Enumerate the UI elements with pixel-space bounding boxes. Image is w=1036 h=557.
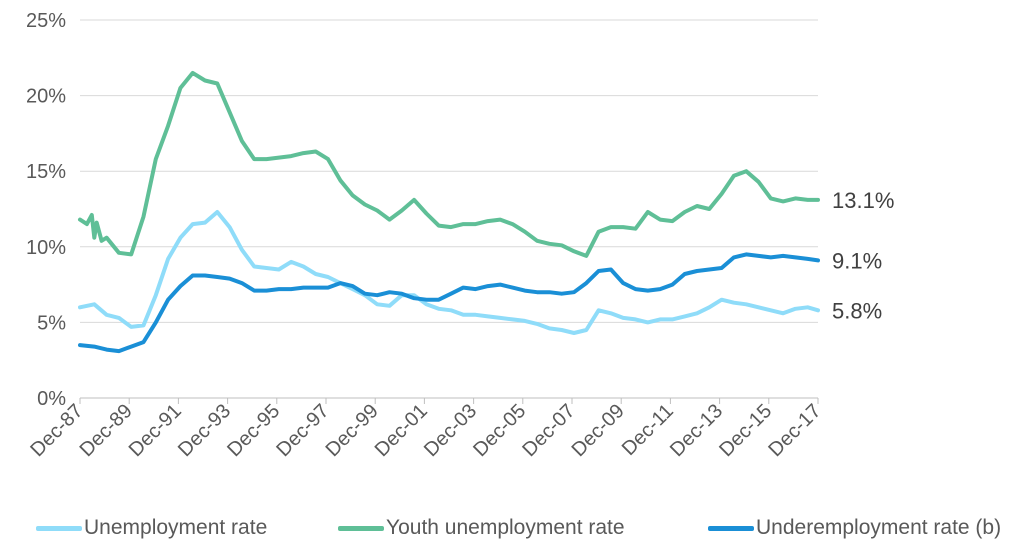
x-tick-label: Dec-15 [715, 400, 776, 461]
line-chart: 0% 5% 10% 15% 20% 25% Dec-87Dec-89Dec-91Dec-9… [26, 10, 894, 461]
end-labels: 5.8% 13.1% 9.1% [832, 188, 894, 323]
x-tick-label: Dec-97 [272, 400, 333, 461]
series-lines [78, 70, 820, 354]
y-tick-label: 15% [26, 161, 66, 183]
series-line-unemployment-rate [78, 210, 820, 335]
legend-label-youth-unemployment: Youth unemployment rate [386, 516, 625, 539]
legend-item-youth-unemployment: Youth unemployment rate [338, 510, 625, 546]
end-label: 13.1% [832, 188, 894, 213]
legend-label-underemployment: Underemployment rate (b) [756, 516, 1002, 539]
x-axis: Dec-87Dec-89Dec-91Dec-93Dec-95Dec-97Dec-… [26, 397, 826, 461]
legend-swatch-youth-unemployment [338, 525, 384, 531]
series-line-underemployment-rate-b [78, 252, 820, 354]
x-tick-label: Dec-13 [666, 400, 727, 461]
x-tick-label: Dec-07 [518, 400, 579, 461]
x-tick-label: Dec-09 [568, 400, 629, 461]
legend-item-underemployment: Underemployment rate (b) [708, 510, 1001, 546]
legend-swatch-underemployment [708, 525, 754, 531]
x-tick-label: Dec-93 [174, 400, 235, 461]
x-tick-label: Dec-95 [223, 400, 284, 461]
legend-item-unemployment: Unemployment rate [36, 510, 267, 546]
y-tick-label: 0% [37, 388, 66, 410]
y-tick-label: 10% [26, 237, 66, 259]
x-tick-label: Dec-03 [420, 400, 481, 461]
y-tick-label: 25% [26, 10, 66, 32]
y-tick-label: 20% [26, 86, 66, 108]
x-tick-label: Dec-17 [764, 400, 825, 461]
y-tick-label: 5% [37, 312, 66, 334]
x-tick-label: Dec-91 [125, 400, 186, 461]
y-axis: 0% 5% 10% 15% 20% 25% [26, 10, 66, 410]
legend: Unemployment rate Youth unemployment rat… [0, 510, 1036, 550]
x-tick-label: Dec-01 [371, 400, 432, 461]
end-label: 5.8% [832, 298, 882, 323]
x-tick-label: Dec-05 [469, 400, 530, 461]
gridlines [80, 19, 818, 323]
legend-label-unemployment: Unemployment rate [84, 516, 268, 539]
x-tick-label: Dec-11 [618, 400, 678, 460]
series-line-youth-unemployment-rate [78, 70, 820, 258]
x-tick-label: Dec-99 [322, 400, 383, 461]
x-tick-label: Dec-89 [76, 400, 137, 461]
end-label: 9.1% [832, 248, 882, 273]
legend-swatch-unemployment [36, 525, 82, 531]
